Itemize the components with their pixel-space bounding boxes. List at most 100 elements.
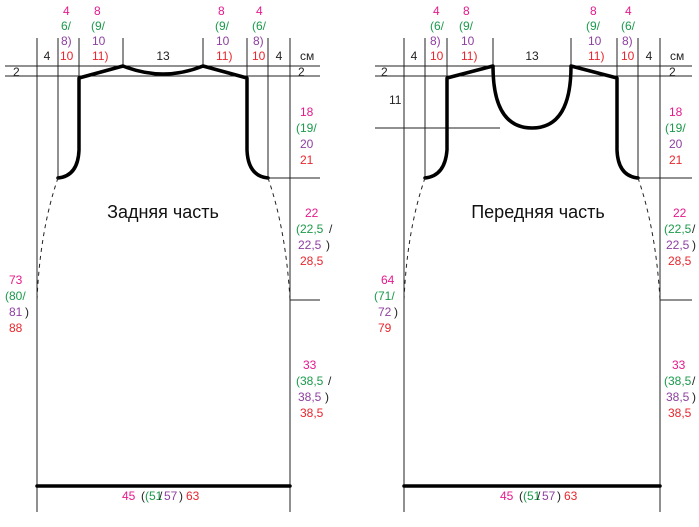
front-dimension-lines [375, 38, 692, 512]
svg-text:/: / [692, 374, 696, 388]
svg-text:(71/: (71/ [374, 289, 395, 303]
svg-text:(: ( [141, 489, 145, 503]
back-shoulder-left-label: 4 6/ 8) 10 [60, 4, 74, 63]
svg-text:18: 18 [300, 105, 314, 119]
svg-text:38,5: 38,5 [300, 406, 324, 420]
svg-text:8: 8 [218, 4, 225, 18]
svg-text:79: 79 [378, 321, 392, 335]
svg-text:21: 21 [669, 153, 683, 167]
front-unit-label: см [670, 49, 684, 63]
front-armhole-label: 18 (19/ 20 21 [665, 105, 686, 167]
front-edge-right: 4 [646, 49, 653, 63]
back-lower-label: 33 (38,5 / 38,5 ) 38,5 [296, 358, 332, 420]
svg-text:8: 8 [94, 4, 101, 18]
svg-text:63: 63 [564, 489, 578, 503]
svg-text:(51: (51 [523, 489, 541, 503]
svg-text:10: 10 [92, 34, 106, 48]
back-outline [56, 64, 270, 180]
back-edge-right: 4 [276, 49, 283, 63]
back-bottom-width-label: 45 ( (51 / 57 ) 63 [122, 489, 200, 503]
svg-text:(6/: (6/ [430, 19, 445, 33]
front-neck-depth: 11 [389, 93, 402, 107]
svg-text:): ) [25, 305, 29, 319]
svg-text:6/: 6/ [61, 19, 72, 33]
svg-text:21: 21 [300, 153, 314, 167]
svg-text:): ) [326, 238, 330, 252]
svg-text:22: 22 [305, 206, 319, 220]
svg-text:45: 45 [122, 489, 136, 503]
front-bottom-width-label: 45 ( (51 / 57 ) 63 [500, 489, 578, 503]
svg-text:72: 72 [378, 305, 392, 319]
svg-text:/: / [537, 489, 541, 503]
front-waist-label: 22 (22,5 / 22,5 ) 28,5 [664, 206, 696, 268]
svg-text:38,5: 38,5 [666, 390, 690, 404]
front-piece [375, 38, 692, 512]
svg-text:8): 8) [430, 34, 441, 48]
front-edge-left: 4 [411, 49, 418, 63]
svg-text:20: 20 [300, 137, 314, 151]
svg-text:): ) [692, 390, 696, 404]
svg-text:28,5: 28,5 [300, 254, 324, 268]
back-strap-left-label: 8 (9/ 10 11) [91, 4, 108, 63]
front-top-margin-left: 2 [381, 65, 388, 79]
svg-text:10: 10 [252, 49, 266, 63]
back-piece [5, 38, 320, 512]
svg-text:/: / [329, 222, 333, 236]
svg-text:10: 10 [216, 34, 230, 48]
svg-text:): ) [325, 390, 329, 404]
svg-text:22: 22 [673, 206, 687, 220]
front-neck-width: 13 [525, 49, 539, 63]
svg-text:(38,5: (38,5 [296, 374, 324, 388]
front-shoulder-right-label: 4 (6/ 8) 10 [621, 4, 636, 63]
back-dimension-lines [5, 38, 320, 512]
svg-text:): ) [557, 489, 561, 503]
svg-text:8): 8) [253, 34, 264, 48]
svg-text:(51: (51 [145, 489, 163, 503]
back-side-left [36, 177, 59, 486]
front-top-margin-right: 2 [669, 65, 676, 79]
svg-text:4: 4 [63, 4, 70, 18]
back-edge-left: 4 [44, 49, 51, 63]
back-top-margin-right: 2 [298, 65, 305, 79]
svg-text:(22,5: (22,5 [664, 222, 692, 236]
back-side-right [267, 177, 291, 486]
svg-text:28,5: 28,5 [668, 254, 692, 268]
svg-text:22,5: 22,5 [666, 238, 690, 252]
svg-text:(: ( [519, 489, 523, 503]
svg-text:4: 4 [256, 4, 263, 18]
svg-text:(80/: (80/ [5, 289, 26, 303]
svg-text:45: 45 [500, 489, 514, 503]
svg-text:(19/: (19/ [665, 121, 686, 135]
svg-text:10: 10 [430, 49, 444, 63]
svg-text:63: 63 [186, 489, 200, 503]
svg-text:): ) [692, 238, 696, 252]
svg-text:(19/: (19/ [296, 121, 317, 135]
front-strap-left-label: 8 (9/ 10 11) [459, 4, 477, 63]
svg-text:(38,5: (38,5 [664, 374, 692, 388]
front-total-length-label: 64 (71/ 72 79 ) [374, 273, 398, 335]
front-side-left [403, 177, 426, 486]
svg-text:(9/: (9/ [91, 19, 106, 33]
svg-text:81: 81 [9, 305, 23, 319]
svg-text:8): 8) [622, 34, 633, 48]
svg-text:33: 33 [672, 358, 686, 372]
back-armhole-label: 18 (19/ 20 21 [296, 105, 317, 167]
svg-text:57: 57 [164, 489, 178, 503]
svg-text:(6/: (6/ [621, 19, 636, 33]
svg-text:20: 20 [669, 137, 683, 151]
back-strap-right-label: 8 (9/ 10 11) [215, 4, 232, 63]
svg-text:10: 10 [621, 49, 635, 63]
front-strap-right-label: 8 (9/ 10 11) [586, 4, 604, 63]
svg-text:11): 11) [461, 49, 477, 63]
svg-text:11): 11) [588, 49, 604, 63]
svg-text:8: 8 [463, 4, 470, 18]
svg-text:11): 11) [216, 49, 232, 63]
svg-text:22,5: 22,5 [298, 238, 322, 252]
svg-text:10: 10 [588, 34, 602, 48]
svg-text:18: 18 [669, 105, 683, 119]
svg-text:/: / [328, 374, 332, 388]
front-lower-label: 33 (38,5 / 38,5 ) 38,5 [664, 358, 696, 420]
svg-text:/: / [692, 222, 696, 236]
front-outline [423, 64, 640, 180]
